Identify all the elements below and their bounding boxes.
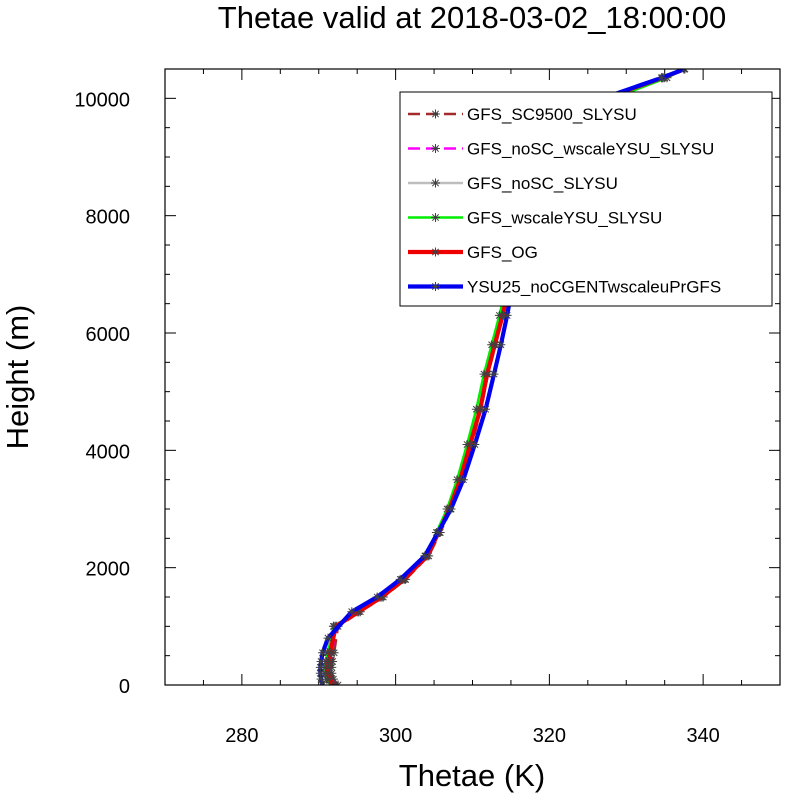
plot-frame [164, 68, 781, 686]
series-point [315, 668, 325, 678]
series-point [470, 440, 480, 449]
y-tick-label: 6000 [86, 324, 131, 346]
y-axis-label: Height (m) [0, 305, 35, 450]
legend-marker [431, 282, 440, 291]
legend-marker [431, 213, 440, 222]
legend: GFS_SC9500_SLYSU GFS_noSC_wscaleYSU_SLYSU… [399, 91, 773, 307]
axis-tick-labels: 280 300 320 340 0 2000 4000 6000 8000 10000 [74, 89, 719, 747]
series-point [325, 674, 334, 684]
y-tick-label: 0 [119, 676, 130, 698]
legend-label: YSU25_noCGENTwscaleuPrGFS [467, 278, 721, 297]
x-tick-label: 280 [225, 725, 258, 747]
series-point [502, 310, 512, 320]
legend-label: GFS_wscaleYSU_SLYSU [467, 209, 662, 228]
series-point [324, 657, 334, 666]
legend-label: GFS_noSC_SLYSU [467, 174, 618, 193]
series-point [372, 592, 382, 602]
series-point [318, 648, 328, 658]
y-tick-label: 4000 [86, 441, 131, 463]
legend-marker [431, 144, 440, 153]
series-point [657, 73, 667, 83]
series-point [490, 340, 500, 350]
y-tick-label: 10000 [74, 89, 130, 111]
x-tick-label: 300 [379, 725, 412, 747]
series-point [354, 607, 364, 617]
series-point [325, 648, 335, 658]
series-point [465, 440, 475, 449]
legend-marker [431, 247, 440, 257]
series-point [395, 574, 405, 584]
x-tick-label: 340 [686, 725, 719, 747]
legend-marker [431, 178, 440, 188]
legend-label: GFS_noSC_wscaleYSU_SLYSU [467, 140, 714, 159]
series-point [347, 607, 357, 617]
series-point [481, 404, 491, 414]
series-point [482, 369, 492, 379]
series-point [323, 668, 333, 678]
legend-box [399, 91, 773, 307]
y-tick-label: 2000 [86, 559, 131, 581]
axis-ticks [164, 68, 781, 686]
series-point [420, 551, 430, 561]
series-point [475, 404, 485, 414]
legend-label: GFS_SC9500_SLYSU [467, 105, 637, 124]
y-tick-label: 8000 [86, 207, 131, 229]
series-point [458, 475, 468, 485]
series-point [323, 662, 333, 672]
series-point [316, 657, 326, 666]
series-point [315, 662, 325, 672]
series-point [498, 310, 507, 320]
chart-title: Thetae valid at 2018-03-02_18:00:00 [218, 0, 726, 35]
series-point [377, 592, 387, 602]
series-point [433, 528, 443, 537]
legend-label: GFS_OG [467, 243, 538, 262]
series-point [489, 369, 499, 379]
series-point [323, 633, 333, 643]
legend-marker [431, 109, 440, 119]
x-axis-label: Thetae (K) [399, 758, 545, 793]
x-tick-label: 320 [533, 725, 566, 747]
series-point [331, 621, 341, 631]
series-point [496, 340, 506, 350]
series-point [446, 504, 456, 514]
series-point [316, 674, 326, 684]
